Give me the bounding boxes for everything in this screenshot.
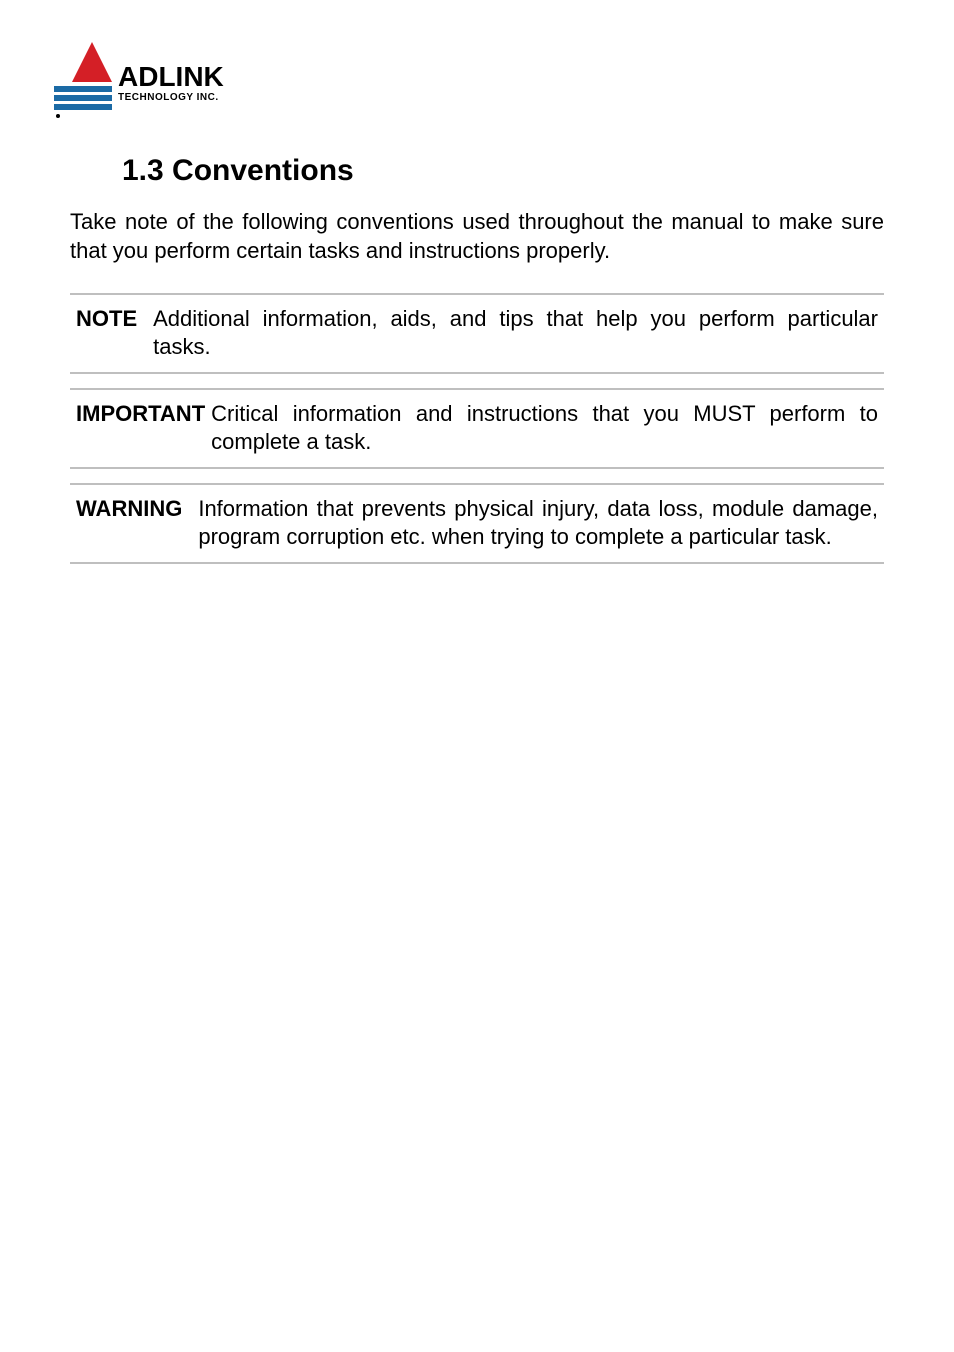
intro-paragraph: Take note of the following conventions u… bbox=[70, 208, 884, 265]
section-heading: 1.3 Conventions bbox=[122, 154, 884, 188]
logo-tagline-text: TECHNOLOGY INC. bbox=[118, 92, 219, 103]
brand-logo: ADLINK TECHNOLOGY INC. bbox=[50, 40, 884, 118]
callout-note: NOTE Additional information, aids, and t… bbox=[70, 293, 884, 374]
callout-body: Critical information and instructions th… bbox=[205, 389, 884, 468]
callout-label: IMPORTANT bbox=[70, 389, 205, 468]
callout-label: WARNING bbox=[70, 484, 192, 563]
callout-important: IMPORTANT Critical information and instr… bbox=[70, 388, 884, 469]
callout-body: Additional information, aids, and tips t… bbox=[147, 294, 884, 373]
adlink-logo-svg: ADLINK TECHNOLOGY INC. bbox=[50, 40, 250, 118]
callout-body: Information that prevents physical injur… bbox=[192, 484, 884, 563]
callout-warning: WARNING Information that prevents physic… bbox=[70, 483, 884, 564]
callout-label: NOTE bbox=[70, 294, 147, 373]
logo-brand-text: ADLINK bbox=[118, 61, 224, 92]
